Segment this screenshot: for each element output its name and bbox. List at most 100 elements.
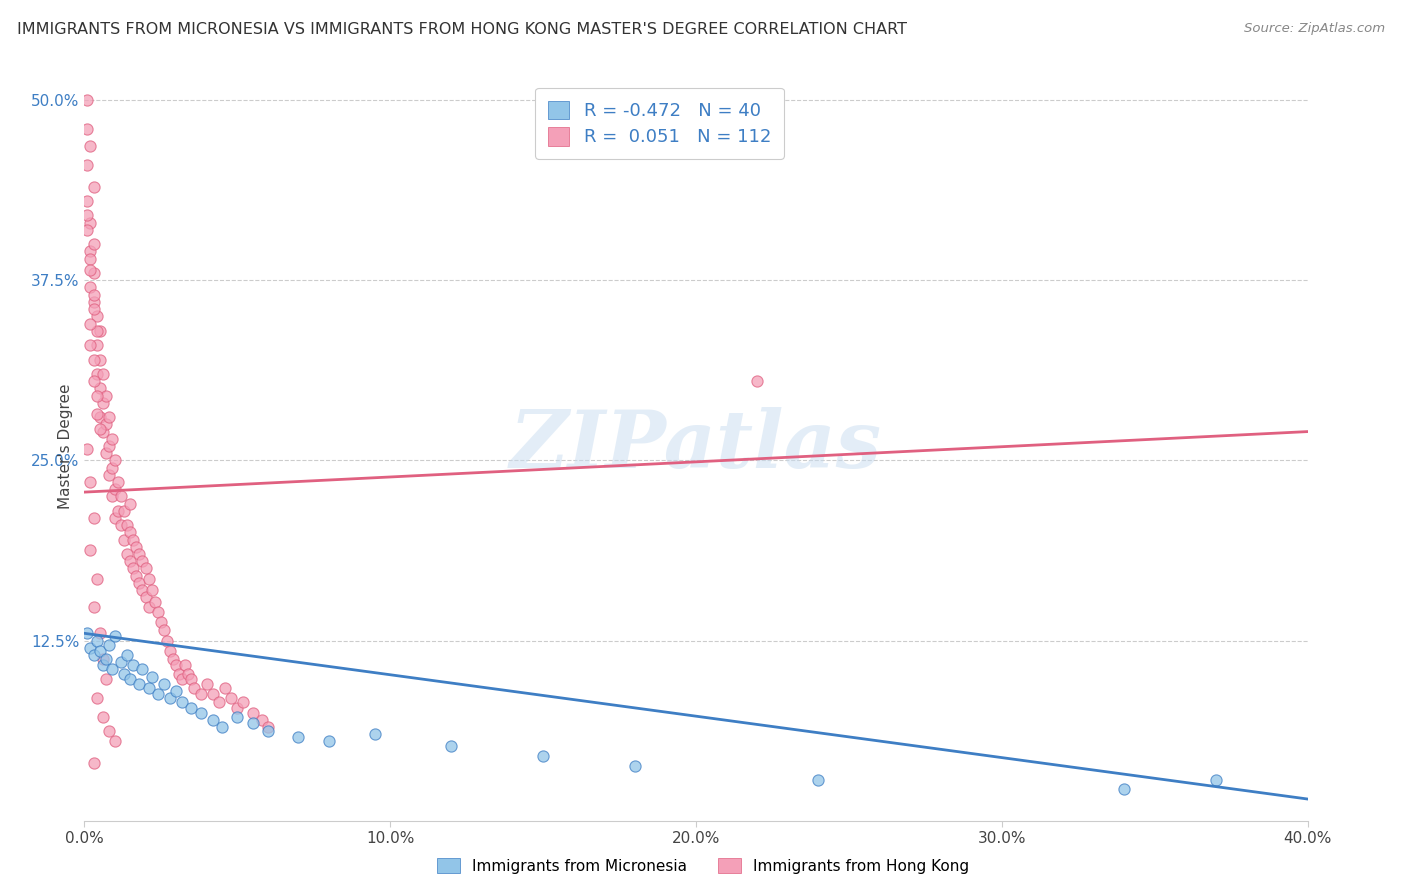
Point <box>101 432 124 446</box>
Point <box>125 540 148 554</box>
Point <box>94 417 117 432</box>
Point <box>242 715 264 730</box>
Point <box>128 575 150 590</box>
Point <box>83 294 105 309</box>
Point <box>79 475 101 489</box>
Point <box>79 542 101 557</box>
Point <box>167 666 190 681</box>
Point <box>232 696 254 710</box>
Point <box>101 662 124 676</box>
Point <box>97 467 120 482</box>
Point <box>89 410 111 425</box>
Point <box>101 490 124 504</box>
Point <box>125 568 148 582</box>
Point <box>807 773 830 788</box>
Point <box>91 396 114 410</box>
Point <box>122 561 145 575</box>
Point <box>115 547 138 561</box>
Point <box>104 453 127 467</box>
Point <box>91 652 114 666</box>
Point <box>165 684 187 698</box>
Point <box>76 209 98 223</box>
Point <box>94 388 117 402</box>
Point <box>195 677 218 691</box>
Point <box>180 673 202 687</box>
Point <box>747 374 769 388</box>
Point <box>146 605 169 619</box>
Point <box>86 691 108 706</box>
Point <box>112 533 135 547</box>
Point <box>76 93 98 107</box>
Point <box>201 713 224 727</box>
Point <box>76 194 98 208</box>
Point <box>141 669 163 683</box>
Text: Source: ZipAtlas.com: Source: ZipAtlas.com <box>1244 22 1385 36</box>
Point <box>89 324 111 338</box>
Point <box>79 252 101 266</box>
Point <box>131 583 153 598</box>
Point <box>79 317 101 331</box>
Point <box>159 691 181 706</box>
Point <box>110 518 132 533</box>
Point <box>76 158 98 172</box>
Point <box>257 720 280 734</box>
Point <box>91 367 114 381</box>
Point <box>120 554 142 568</box>
Point <box>219 691 242 706</box>
Point <box>97 724 120 739</box>
Point <box>162 652 184 666</box>
Point <box>190 687 212 701</box>
Point <box>287 730 309 744</box>
Point <box>89 422 111 436</box>
Point <box>83 287 105 301</box>
Point <box>110 490 132 504</box>
Point <box>156 633 179 648</box>
Point <box>97 439 120 453</box>
Point <box>86 310 108 324</box>
Point <box>172 696 194 710</box>
Point <box>135 591 157 605</box>
Point <box>226 701 249 715</box>
Point <box>83 179 105 194</box>
Point <box>107 475 129 489</box>
Point <box>112 504 135 518</box>
Point <box>1114 781 1136 796</box>
Point <box>83 511 105 525</box>
Point <box>183 681 205 695</box>
Point <box>83 648 105 662</box>
Point <box>122 533 145 547</box>
Point <box>128 677 150 691</box>
Text: IMMIGRANTS FROM MICRONESIA VS IMMIGRANTS FROM HONG KONG MASTER'S DEGREE CORRELAT: IMMIGRANTS FROM MICRONESIA VS IMMIGRANTS… <box>17 22 907 37</box>
Point <box>531 748 554 763</box>
Point <box>107 504 129 518</box>
Point <box>153 677 176 691</box>
Point <box>76 223 98 237</box>
Point <box>83 600 105 615</box>
Point <box>86 338 108 352</box>
Point <box>159 643 181 657</box>
Point <box>1205 773 1227 788</box>
Point <box>190 706 212 720</box>
Point <box>91 425 114 439</box>
Text: ZIPatlas: ZIPatlas <box>510 408 882 484</box>
Point <box>135 561 157 575</box>
Point <box>104 482 127 496</box>
Point <box>86 388 108 402</box>
Point <box>120 497 142 511</box>
Point <box>104 734 127 748</box>
Point <box>79 244 101 259</box>
Point <box>120 673 142 687</box>
Point <box>83 302 105 317</box>
Point <box>79 338 101 352</box>
Point <box>89 352 111 367</box>
Point <box>89 626 111 640</box>
Point <box>318 734 340 748</box>
Point <box>211 720 233 734</box>
Point <box>86 633 108 648</box>
Point <box>83 352 105 367</box>
Point <box>76 442 98 456</box>
Point <box>104 629 127 643</box>
Point <box>101 460 124 475</box>
Point <box>115 518 138 533</box>
Point <box>440 739 463 753</box>
